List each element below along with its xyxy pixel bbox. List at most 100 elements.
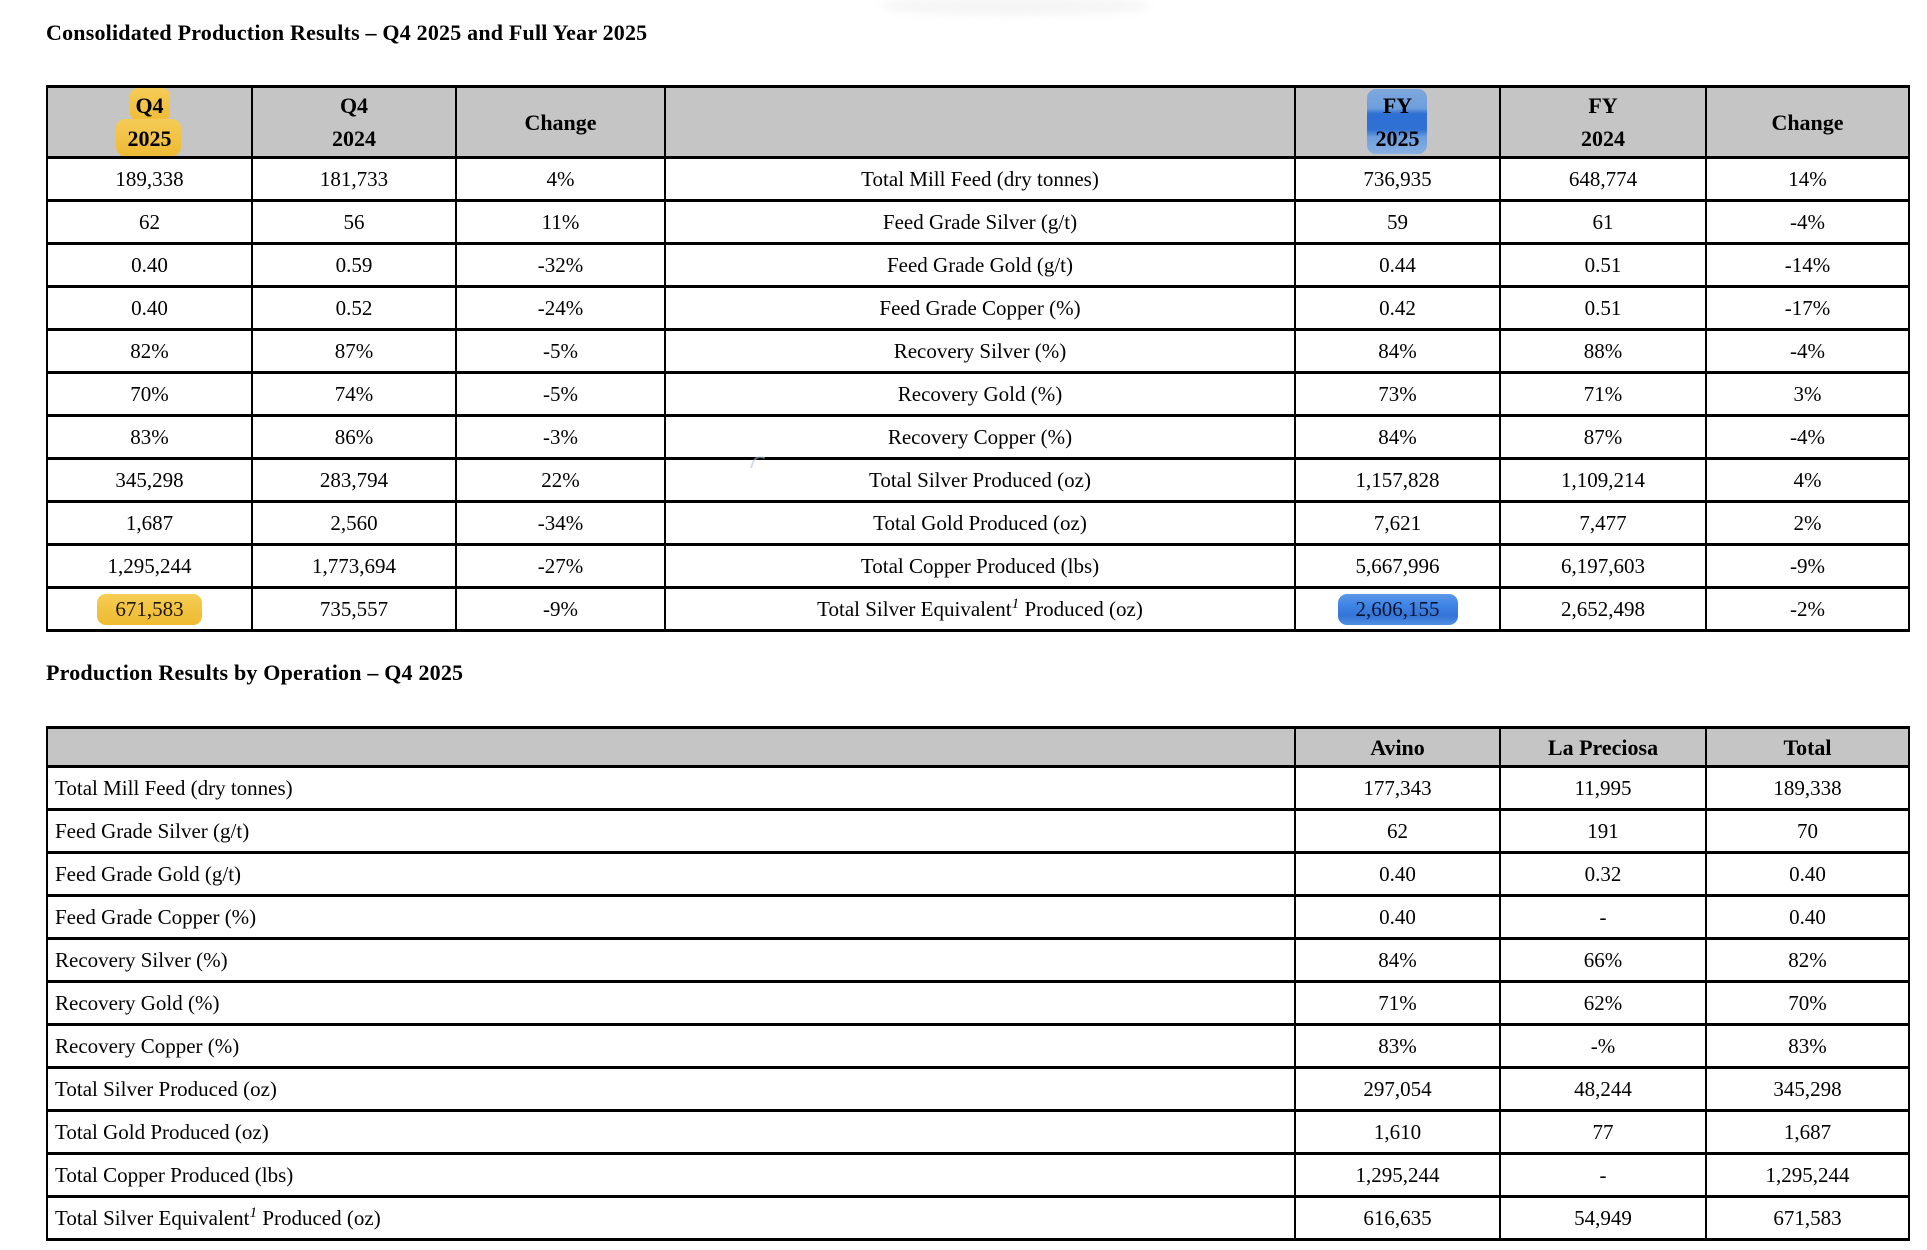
data-cell: 0.40: [1294, 851, 1501, 897]
scan-smudge-artifact: [880, 0, 1150, 16]
data-cell: -32%: [455, 242, 666, 288]
data-cell: 62: [1294, 808, 1501, 854]
data-cell: 3%: [1705, 371, 1910, 417]
table-row: 671,583 735,557 -9% Total Silver Equivalent…: [46, 586, 1910, 632]
column-header-cell: FY 2024: [1499, 85, 1707, 159]
data-cell: 191: [1499, 808, 1707, 854]
header-highlight-yellow: Q4 2025: [116, 88, 184, 156]
table-row: Total Copper Produced (lbs) 1,295,244-1,2…: [46, 1152, 1910, 1198]
data-cell: 0.40: [46, 285, 253, 331]
data-cell: 0.44: [1294, 242, 1501, 288]
data-cell: 736,935: [1294, 156, 1501, 202]
data-cell: 1,295,244: [46, 543, 253, 589]
data-cell: 616,635: [1294, 1195, 1501, 1241]
table-row: Feed Grade Copper (%) 0.40-0.40: [46, 894, 1910, 940]
table-row: Recovery Copper (%) 83% -% 83%: [46, 1023, 1910, 1069]
data-cell: 70%: [46, 371, 253, 417]
data-cell: Total Silver Produced (oz): [46, 1066, 1296, 1112]
operations-results-table: Avino La Preciosa Total Total Mill Feed (d…: [46, 726, 1910, 1241]
data-cell: 2%: [1705, 500, 1910, 546]
data-cell: 189,338: [1705, 765, 1910, 811]
data-cell: 671,583: [1705, 1195, 1910, 1241]
data-cell: 283,794: [251, 457, 457, 503]
data-cell: 83%: [1705, 1023, 1910, 1069]
data-cell: 345,298: [1705, 1066, 1910, 1112]
data-cell: 671,583: [46, 586, 253, 632]
table-row: Total Mill Feed (dry tonnes) 177,343 11,99…: [46, 765, 1910, 811]
table-row: Recovery Gold (%) 71% 62% 70%: [46, 980, 1910, 1026]
data-cell: 87%: [1499, 414, 1707, 460]
data-cell: 70: [1705, 808, 1910, 854]
data-cell: Total Copper Produced (lbs): [664, 543, 1296, 589]
data-cell: 0.51: [1499, 242, 1707, 288]
data-cell: Feed Grade Copper (%): [664, 285, 1296, 331]
header-line: Q4: [339, 93, 369, 118]
data-cell: 1,109,214: [1499, 457, 1707, 503]
column-header-cell: Q4 2025: [46, 85, 253, 159]
header-text: Total: [1771, 731, 1843, 764]
data-cell: 84%: [1294, 328, 1501, 374]
data-cell: 56: [251, 199, 457, 245]
data-cell: 1,295,244: [1294, 1152, 1501, 1198]
table-row: 345,298 283,794 22% Total Silver Produced (…: [46, 457, 1910, 503]
data-cell: 0.59: [251, 242, 457, 288]
data-cell: 1,157,828: [1294, 457, 1501, 503]
data-cell: 7,477: [1499, 500, 1707, 546]
data-cell: 0.40: [1705, 894, 1910, 940]
data-cell: Total Silver Equivalent1 Produced (oz): [664, 586, 1296, 632]
operations-table-header: Avino La Preciosa Total: [46, 726, 1910, 768]
data-cell: 1,687: [46, 500, 253, 546]
data-cell: -: [1499, 894, 1707, 940]
section-title-consolidated: Consolidated Production Results – Q4 202…: [46, 20, 648, 45]
data-cell: -9%: [1705, 543, 1910, 589]
data-cell: Feed Grade Copper (%): [46, 894, 1296, 940]
data-cell: -4%: [1705, 328, 1910, 374]
data-cell: 61: [1499, 199, 1707, 245]
table-row: Total Gold Produced (oz) 1,610 77 1,687: [46, 1109, 1910, 1155]
header-line: Change: [1771, 109, 1844, 135]
data-cell: 86%: [251, 414, 457, 460]
column-header-cell: Q4 2024: [251, 85, 457, 159]
data-cell: 54,949: [1499, 1195, 1707, 1241]
data-cell: 11%: [455, 199, 666, 245]
data-cell: 1,610: [1294, 1109, 1501, 1155]
data-cell: Recovery Copper (%): [664, 414, 1296, 460]
column-header-cell: Change: [455, 85, 666, 159]
data-cell: 59: [1294, 199, 1501, 245]
column-header-cell: Change: [1705, 85, 1910, 159]
data-cell: 83%: [46, 414, 253, 460]
column-header-cell: Avino: [1294, 726, 1501, 768]
header-text: FY 2024: [1569, 89, 1637, 155]
data-cell: -5%: [455, 371, 666, 417]
data-cell: 1,773,694: [251, 543, 457, 589]
table-row: Total Silver Produced (oz) 297,054 48,244 3…: [46, 1066, 1910, 1112]
column-header-cell: Total: [1705, 726, 1910, 768]
data-cell: 0.42: [1294, 285, 1501, 331]
column-header-cell: FY 2025: [1294, 85, 1501, 159]
table-row: Feed Grade Silver (g/t) 62 191 70: [46, 808, 1910, 854]
data-cell: 11,995: [1499, 765, 1707, 811]
data-cell: Total Gold Produced (oz): [664, 500, 1296, 546]
header-text: Change: [1759, 106, 1855, 139]
data-cell: Feed Grade Gold (g/t): [664, 242, 1296, 288]
table-row: 83% 86% -3% Recovery Copper (%) 84% 87% -4%: [46, 414, 1910, 460]
data-cell: 189,338: [46, 156, 253, 202]
data-cell: Recovery Silver (%): [46, 937, 1296, 983]
header-text: Avino: [1358, 731, 1437, 764]
data-cell: 7,621: [1294, 500, 1501, 546]
data-cell: Total Mill Feed (dry tonnes): [664, 156, 1296, 202]
header-line: Q4: [135, 93, 164, 118]
section-title-operations: Production Results by Operation – Q4 202…: [46, 660, 464, 685]
data-cell: -%: [1499, 1023, 1707, 1069]
data-cell: 735,557: [251, 586, 457, 632]
data-cell: 0.52: [251, 285, 457, 331]
table-row: 62 56 11% Feed Grade Silver (g/t) 59 61 -4%: [46, 199, 1910, 245]
table-row: 0.40 0.52 -24% Feed Grade Copper (%) 0.42 0.5…: [46, 285, 1910, 331]
data-cell: Total Copper Produced (lbs): [46, 1152, 1296, 1198]
data-cell: 84%: [1294, 414, 1501, 460]
header-line: 2025: [1375, 126, 1420, 151]
header-text: Change: [512, 106, 608, 139]
data-cell: -24%: [455, 285, 666, 331]
data-cell: 177,343: [1294, 765, 1501, 811]
data-cell: 2,606,155: [1294, 586, 1501, 632]
